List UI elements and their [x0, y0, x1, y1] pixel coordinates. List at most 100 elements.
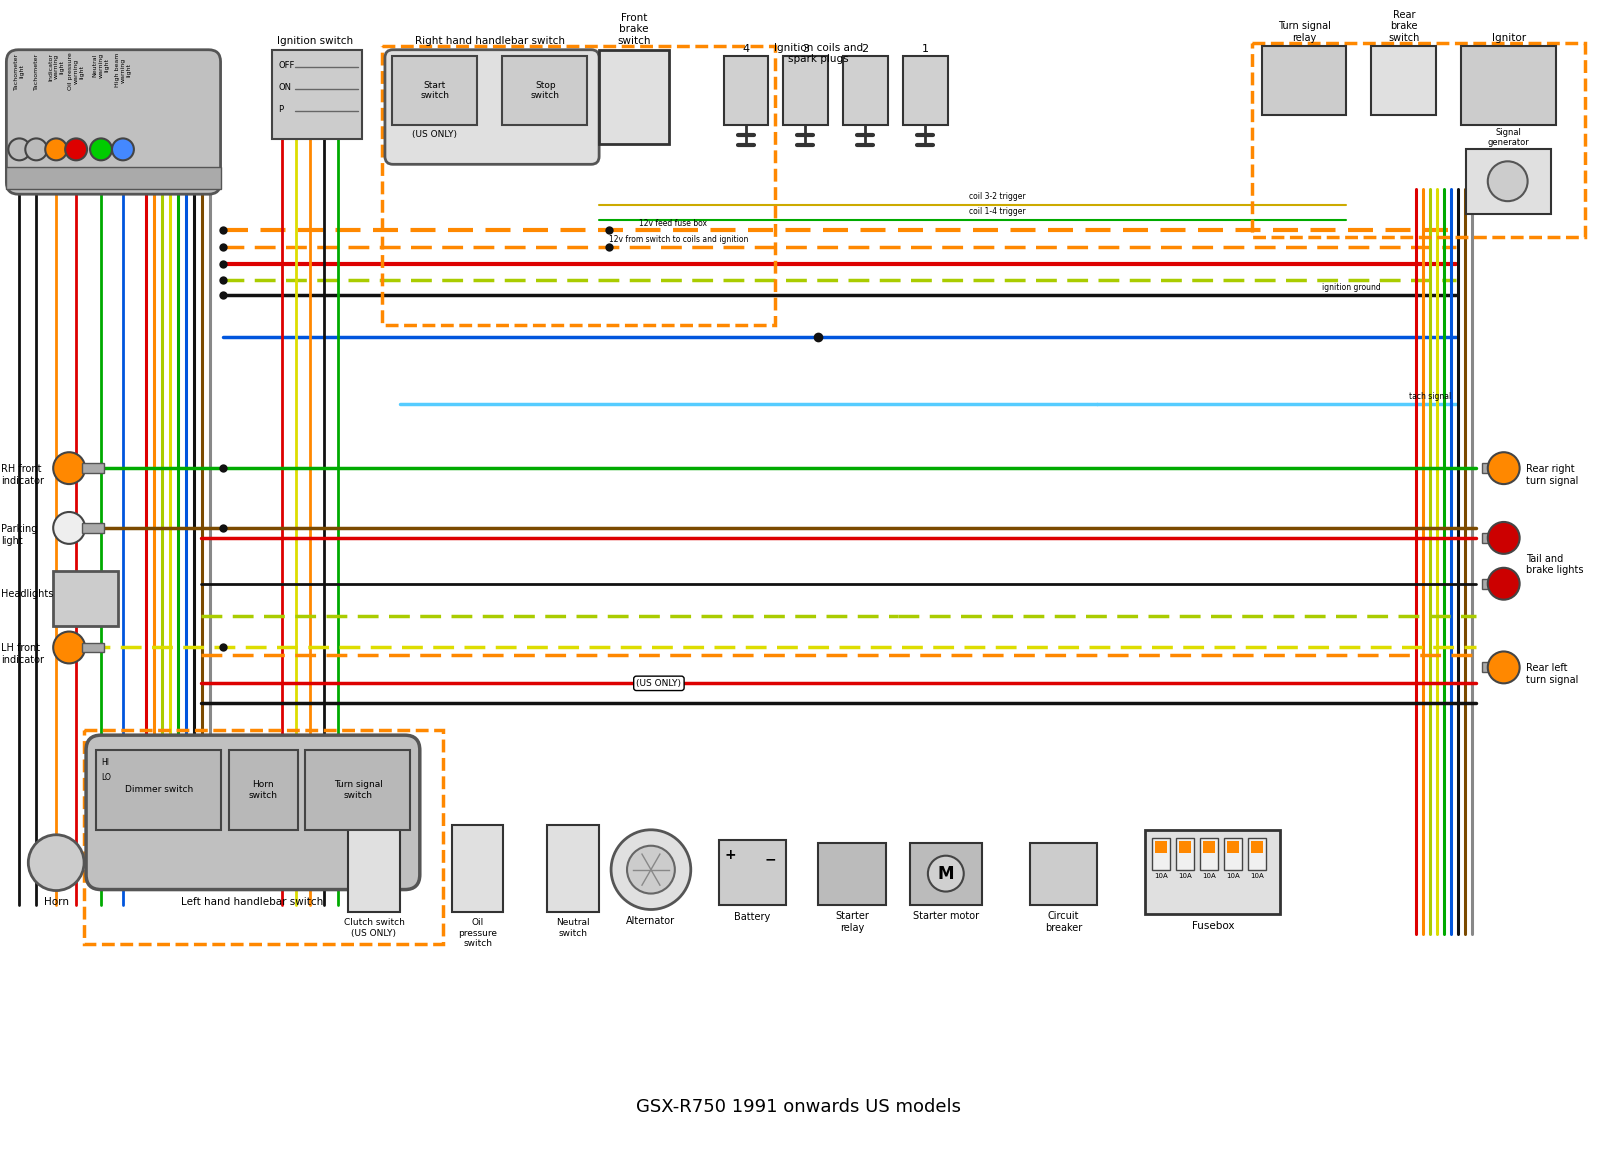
Bar — [1227, 840, 1238, 853]
Circle shape — [53, 632, 85, 663]
Bar — [451, 825, 504, 913]
Text: Neutral
switch: Neutral switch — [557, 918, 590, 938]
Circle shape — [112, 139, 134, 161]
Bar — [598, 50, 669, 144]
Circle shape — [66, 139, 86, 161]
Text: 4: 4 — [742, 44, 749, 54]
Bar — [382, 45, 776, 325]
Bar — [1461, 45, 1555, 126]
Text: Tachometer
light: Tachometer light — [14, 52, 24, 90]
Text: 12v from switch to coils and ignition: 12v from switch to coils and ignition — [610, 235, 749, 244]
Bar — [1224, 838, 1242, 870]
Bar — [1176, 838, 1194, 870]
Bar — [818, 843, 886, 904]
Bar — [392, 56, 477, 126]
Text: P: P — [278, 105, 283, 114]
Circle shape — [90, 139, 112, 161]
Text: Signal
generator: Signal generator — [1488, 128, 1530, 148]
Bar — [85, 730, 443, 944]
Text: Right hand handlebar switch: Right hand handlebar switch — [414, 36, 565, 45]
Circle shape — [26, 139, 48, 161]
Text: OFF: OFF — [278, 62, 294, 70]
Text: +: + — [725, 847, 736, 861]
Bar — [547, 825, 598, 913]
Bar — [82, 463, 104, 473]
Bar — [1200, 838, 1218, 870]
Text: 2: 2 — [861, 44, 869, 54]
Text: Ignition switch: Ignition switch — [277, 36, 354, 45]
Circle shape — [1488, 652, 1520, 683]
Bar — [502, 56, 587, 126]
Circle shape — [8, 139, 30, 161]
Text: Stop
switch: Stop switch — [531, 80, 560, 100]
Bar — [96, 750, 221, 830]
Bar — [843, 56, 888, 126]
Bar — [1179, 840, 1190, 853]
Text: 12v feed fuse box: 12v feed fuse box — [638, 219, 707, 228]
Bar — [1482, 533, 1504, 542]
Text: ON: ON — [278, 83, 291, 92]
Text: LO: LO — [101, 773, 110, 782]
Bar — [723, 56, 768, 126]
Circle shape — [1488, 162, 1528, 201]
Bar — [784, 56, 829, 126]
Text: Indicator
warning
light: Indicator warning light — [48, 52, 64, 80]
Text: coil 3-2 trigger: coil 3-2 trigger — [970, 192, 1026, 201]
Circle shape — [928, 856, 963, 892]
Text: Tachometer: Tachometer — [34, 52, 38, 90]
Circle shape — [1488, 568, 1520, 599]
Text: Horn
switch: Horn switch — [250, 780, 278, 800]
Bar — [272, 50, 362, 140]
Bar — [1482, 579, 1504, 589]
Text: Headlights: Headlights — [2, 589, 54, 598]
Bar — [1248, 838, 1266, 870]
Text: Horn: Horn — [43, 896, 69, 907]
Text: Ignition coils and
spark plugs: Ignition coils and spark plugs — [774, 43, 862, 64]
Text: 1: 1 — [922, 44, 928, 54]
Text: 10A: 10A — [1154, 873, 1168, 879]
Bar — [1029, 843, 1098, 904]
Circle shape — [1488, 521, 1520, 554]
Text: HI: HI — [101, 758, 109, 767]
Circle shape — [53, 512, 85, 544]
Text: 3: 3 — [802, 44, 810, 54]
Bar — [82, 523, 104, 533]
Text: Ignitor: Ignitor — [1491, 33, 1526, 43]
Bar — [1203, 840, 1214, 853]
Bar — [910, 843, 982, 904]
Circle shape — [611, 830, 691, 909]
Bar — [1251, 840, 1262, 853]
FancyBboxPatch shape — [6, 50, 221, 194]
Bar — [6, 168, 221, 190]
Text: Battery: Battery — [734, 913, 771, 923]
Text: Circuit
breaker: Circuit breaker — [1045, 911, 1082, 934]
Text: (US ONLY): (US ONLY) — [637, 679, 682, 688]
Text: Oil
pressure
switch: Oil pressure switch — [458, 918, 498, 949]
Text: Dimmer switch: Dimmer switch — [125, 786, 194, 795]
Circle shape — [627, 846, 675, 894]
Text: Rear left
turn signal: Rear left turn signal — [1526, 663, 1578, 686]
Text: M: M — [938, 865, 954, 882]
Text: Front
brake
switch: Front brake switch — [618, 13, 651, 45]
Text: Left hand handlebar switch: Left hand handlebar switch — [181, 896, 323, 907]
Bar — [1152, 838, 1170, 870]
Bar — [1482, 662, 1504, 673]
Bar — [1466, 149, 1550, 214]
FancyBboxPatch shape — [386, 50, 598, 164]
Text: Starter
relay: Starter relay — [835, 911, 869, 934]
Text: tach signal: tach signal — [1408, 392, 1451, 402]
Text: Rear right
turn signal: Rear right turn signal — [1526, 464, 1578, 485]
Bar — [306, 750, 410, 830]
Text: Turn signal
switch: Turn signal switch — [334, 780, 382, 800]
Text: LH front
indicator: LH front indicator — [2, 644, 45, 665]
Circle shape — [53, 453, 85, 484]
Circle shape — [29, 835, 85, 890]
FancyBboxPatch shape — [86, 736, 419, 889]
Bar — [1251, 43, 1586, 237]
Text: Parking
light: Parking light — [2, 524, 38, 546]
Text: GSX-R750 1991 onwards US models: GSX-R750 1991 onwards US models — [635, 1098, 962, 1116]
Text: Start
switch: Start switch — [421, 80, 450, 100]
Text: Rear
brake
switch: Rear brake switch — [1389, 9, 1419, 43]
Text: 10A: 10A — [1178, 873, 1192, 879]
Text: Turn signal
relay: Turn signal relay — [1278, 21, 1331, 43]
